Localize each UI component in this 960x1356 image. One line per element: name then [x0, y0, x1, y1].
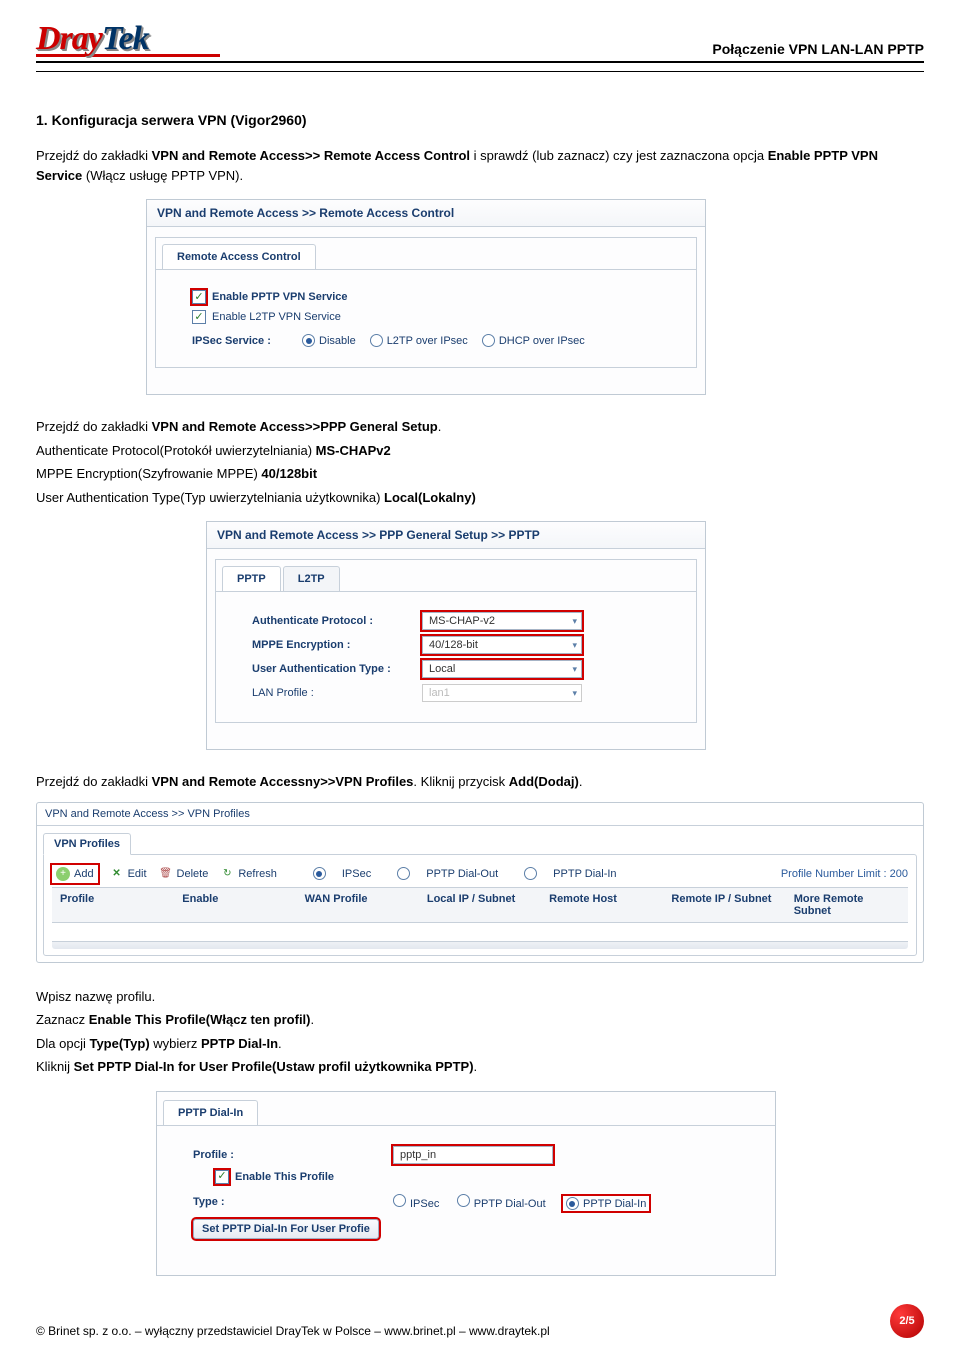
radio-type-ipsec[interactable] — [393, 1194, 406, 1207]
select-mppe[interactable]: 40/128-bit▾ — [422, 636, 582, 654]
section3-paragraph: Przejdź do zakładki VPN and Remote Acces… — [36, 772, 924, 792]
scrollbar-track[interactable] — [52, 941, 908, 949]
grid-header: Profile Enable WAN Profile Local IP / Su… — [52, 887, 908, 923]
chevron-down-icon: ▾ — [572, 616, 577, 627]
checkbox-enable-l2tp[interactable]: ✓ — [192, 310, 206, 324]
page-footer: © Brinet sp. z o.o. – wyłączny przedstaw… — [36, 1304, 924, 1338]
chevron-down-icon: ▾ — [572, 664, 577, 675]
logo-part-2: Tek — [102, 20, 149, 57]
breadcrumb: VPN and Remote Access >> PPP General Set… — [207, 522, 705, 549]
add-icon: + — [56, 867, 70, 881]
doc-title: Połączenie VPN LAN-LAN PPTP — [712, 41, 924, 57]
checkbox-enable-profile[interactable]: ✓ — [215, 1170, 229, 1184]
delete-button[interactable]: 🗑 Delete — [159, 867, 209, 881]
breadcrumb: VPN and Remote Access >> VPN Profiles — [37, 803, 923, 826]
trash-icon: 🗑 — [159, 867, 173, 881]
tab-vpn-profiles[interactable]: VPN Profiles — [43, 833, 131, 855]
edit-icon: ✕ — [110, 867, 124, 881]
page-header: DrayTek Połączenie VPN LAN-LAN PPTP — [36, 20, 924, 63]
radio-ipsec-disable[interactable] — [302, 334, 315, 347]
radio-ipsec[interactable] — [313, 867, 326, 880]
section2-paragraph: Przejdź do zakładki VPN and Remote Acces… — [36, 417, 924, 437]
screenshot-remote-access-control: VPN and Remote Access >> Remote Access C… — [146, 199, 706, 395]
logo: DrayTek — [36, 20, 220, 57]
user-auth-type-label: User Authentication Type : — [252, 663, 422, 675]
auth-protocol-label: Authenticate Protocol : — [252, 615, 422, 627]
set-pptp-dialin-button[interactable]: Set PPTP Dial-In For User Profie — [193, 1219, 379, 1239]
ipsec-service-label: IPSec Service : — [192, 335, 302, 347]
lan-profile-label: LAN Profile : — [252, 687, 422, 699]
page-number-badge: 2/5 — [890, 1304, 924, 1338]
radio-type-dialout[interactable] — [457, 1194, 470, 1207]
breadcrumb: VPN and Remote Access >> Remote Access C… — [147, 200, 705, 227]
grid-body-empty — [52, 923, 908, 941]
radio-l2tp-over-ipsec[interactable] — [370, 334, 383, 347]
col-wan: WAN Profile — [297, 888, 419, 922]
logo-part-1: Dray — [36, 20, 102, 57]
header-rule — [36, 71, 924, 72]
type-label: Type : — [193, 1196, 393, 1208]
mppe-label: MPPE Encryption : — [252, 639, 422, 651]
refresh-icon: ↻ — [220, 867, 234, 881]
add-button[interactable]: + Add — [52, 865, 98, 883]
col-remote-host: Remote Host — [541, 888, 663, 922]
col-profile: Profile — [52, 888, 174, 922]
select-user-auth-type[interactable]: Local▾ — [422, 660, 582, 678]
profile-label: Profile : — [193, 1149, 393, 1161]
chevron-down-icon: ▾ — [572, 640, 577, 651]
chevron-down-icon: ▾ — [572, 688, 577, 699]
radio-pptp-dialout[interactable] — [397, 867, 410, 880]
tab-l2tp[interactable]: L2TP — [283, 566, 340, 591]
screenshot-vpn-profiles: VPN and Remote Access >> VPN Profiles VP… — [36, 802, 924, 963]
screenshot-ppp-general-setup: VPN and Remote Access >> PPP General Set… — [206, 521, 706, 750]
tab-pptp[interactable]: PPTP — [222, 566, 281, 591]
radio-dhcp-over-ipsec[interactable] — [482, 334, 495, 347]
col-more-remote: More Remote Subnet — [786, 888, 908, 922]
tab-remote-access-control[interactable]: Remote Access Control — [162, 244, 316, 269]
select-auth-protocol[interactable]: MS-CHAP-v2▾ — [422, 612, 582, 630]
col-local-ip: Local IP / Subnet — [419, 888, 541, 922]
footer-text: © Brinet sp. z o.o. – wyłączny przedstaw… — [36, 1324, 550, 1338]
tab-pptp-dialin[interactable]: PPTP Dial-In — [163, 1100, 258, 1125]
section-heading-1: 1. Konfiguracja serwera VPN (Vigor2960) — [36, 112, 924, 128]
radio-type-dialin[interactable] — [566, 1197, 579, 1210]
profile-number-limit: Profile Number Limit : 200 — [781, 868, 908, 880]
section1-paragraph: Przejdź do zakładki VPN and Remote Acces… — [36, 146, 924, 185]
radio-pptp-dialin[interactable] — [524, 867, 537, 880]
checkbox-enable-pptp[interactable]: ✓ — [192, 290, 206, 304]
edit-button[interactable]: ✕ Edit — [110, 867, 147, 881]
screenshot-pptp-dialin: PPTP Dial-In Profile : pptp_in ✓ Enable … — [156, 1091, 776, 1277]
col-enable: Enable — [174, 888, 296, 922]
profile-input[interactable]: pptp_in — [393, 1146, 553, 1164]
refresh-button[interactable]: ↻ Refresh — [220, 867, 277, 881]
col-remote-ip: Remote IP / Subnet — [663, 888, 785, 922]
select-lan-profile[interactable]: lan1▾ — [422, 684, 582, 702]
